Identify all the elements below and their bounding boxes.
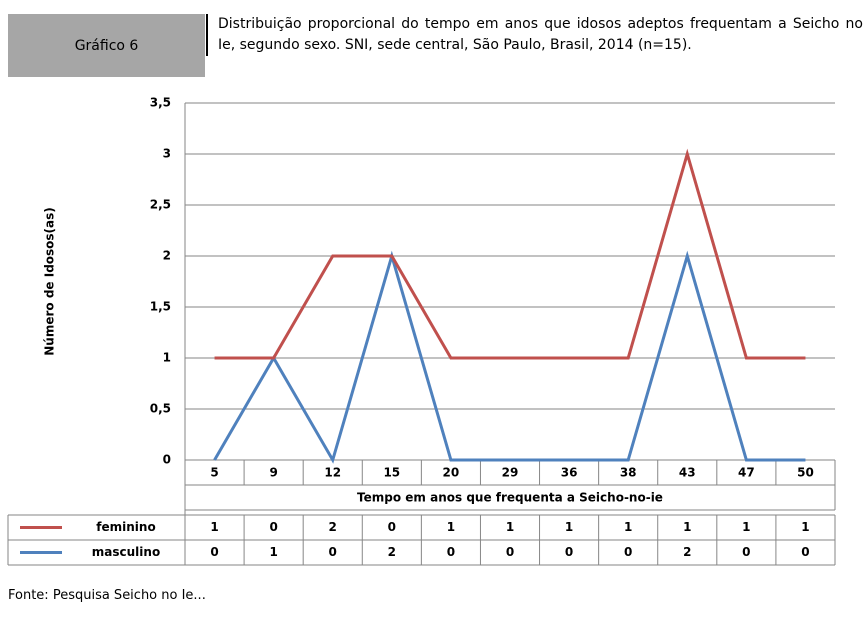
table-cell: 1 <box>565 520 573 534</box>
x-tick-label: 50 <box>797 466 814 480</box>
table-cell: 0 <box>388 520 396 534</box>
chart: 0 0,5 1 1,5 2 2,5 3 3,5 Número de Idosos(as) Temp… <box>7 96 836 566</box>
legend-label: masculino <box>92 545 160 559</box>
table-cell: 1 <box>742 520 750 534</box>
chart-label: Gráfico 6 <box>8 14 205 77</box>
table-cell: 0 <box>447 545 455 559</box>
table-cell: 1 <box>683 520 691 534</box>
table-cell: 1 <box>801 520 809 534</box>
y-tick-label: 0 <box>163 453 171 467</box>
y-tick-label: 1,5 <box>150 300 171 314</box>
x-tick-label: 38 <box>620 466 637 480</box>
y-tick-label: 2,5 <box>150 198 171 212</box>
table-cell: 2 <box>329 520 337 534</box>
table-cell: 1 <box>210 520 218 534</box>
x-tick-label: 20 <box>443 466 460 480</box>
y-tick-label: 0,5 <box>150 402 171 416</box>
table-cell: 0 <box>506 545 514 559</box>
table-cell: 1 <box>447 520 455 534</box>
table-cell: 1 <box>624 520 632 534</box>
y-axis-label: Número de Idosos(as) <box>43 207 57 356</box>
x-tick-label: 47 <box>738 466 755 480</box>
x-tick-label: 43 <box>679 466 696 480</box>
table-cell: 0 <box>742 545 750 559</box>
x-tick-label: 36 <box>561 466 578 480</box>
y-tick-label: 2 <box>163 249 171 263</box>
legend-label: feminino <box>96 520 155 534</box>
source-note: Fonte: Pesquisa Seicho no Ie... <box>8 588 206 603</box>
x-tick-label: 12 <box>324 466 341 480</box>
x-tick-label: 5 <box>210 466 218 480</box>
series-line <box>214 148 806 360</box>
x-axis-label: Tempo em anos que frequenta a Seicho-no-… <box>357 491 663 505</box>
y-tick-label: 3 <box>163 147 171 161</box>
table-cell: 0 <box>801 545 809 559</box>
table-cell: 2 <box>388 545 396 559</box>
table-cell: 2 <box>683 545 691 559</box>
table-cell: 0 <box>565 545 573 559</box>
table-cell: 0 <box>624 545 632 559</box>
series-line <box>213 250 806 464</box>
table-cell: 0 <box>329 545 337 559</box>
table-cell: 0 <box>210 545 218 559</box>
table-cell: 1 <box>269 545 277 559</box>
x-tick-label: 15 <box>383 466 400 480</box>
chart-title: Distribuição proporcional do tempo em an… <box>206 14 863 56</box>
y-tick-label: 3,5 <box>150 96 171 110</box>
x-tick-label: 29 <box>502 466 519 480</box>
y-tick-label: 1 <box>163 351 171 365</box>
x-tick-label: 9 <box>269 466 277 480</box>
table-cell: 1 <box>506 520 514 534</box>
table-cell: 0 <box>269 520 277 534</box>
